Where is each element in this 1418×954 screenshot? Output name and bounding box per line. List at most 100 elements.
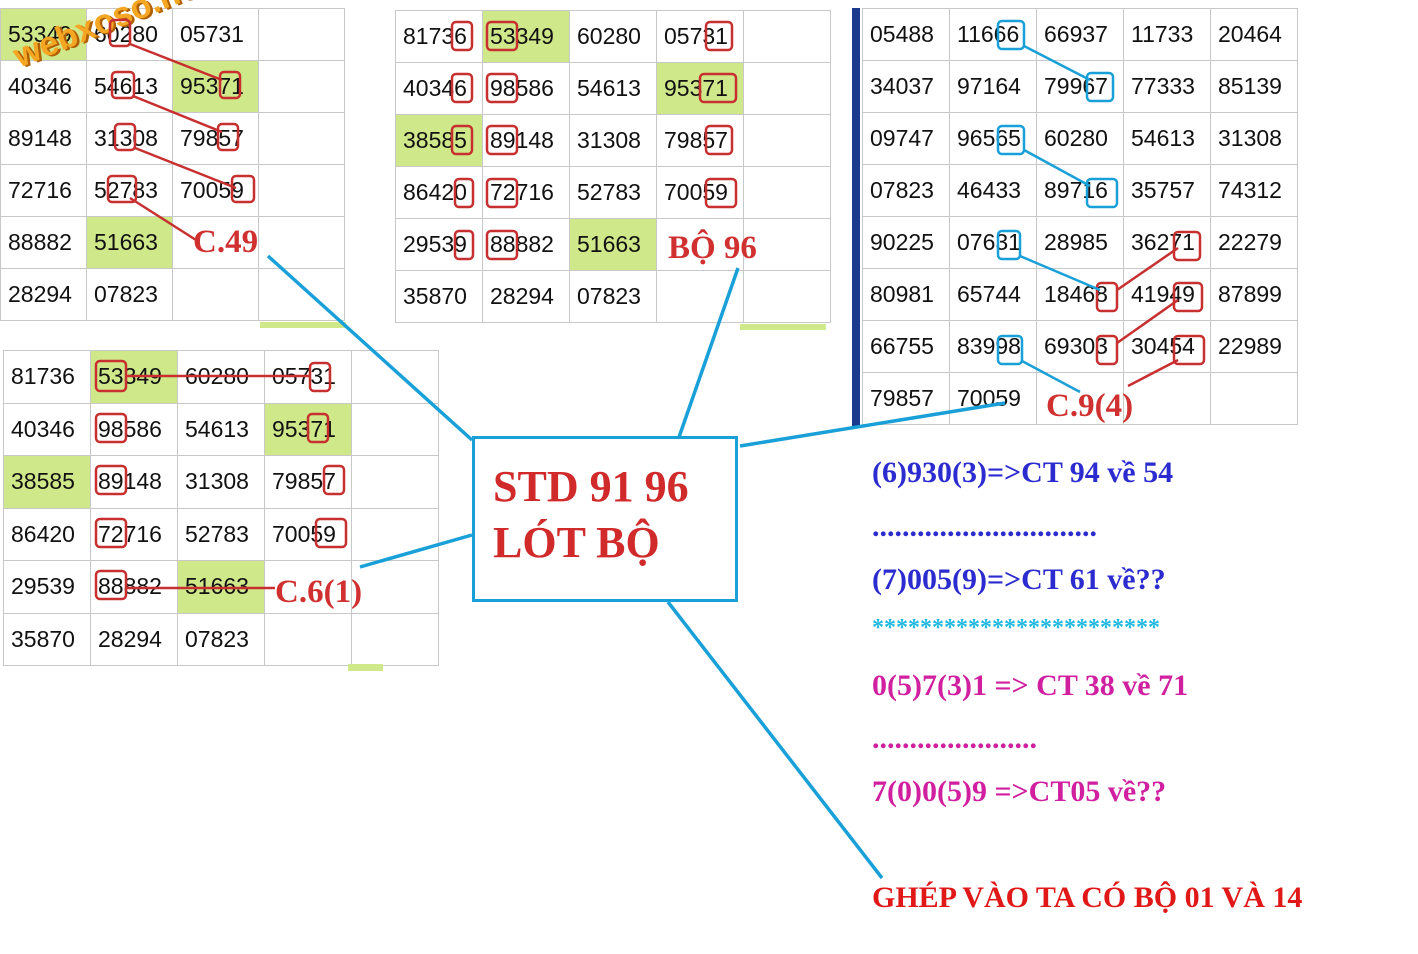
note-3: 0(5)7(3)1 => CT 38 về 71: [872, 669, 1189, 702]
mark-box: [106, 174, 138, 204]
table-cell: 28294: [90, 612, 178, 666]
center-callout-box: STD 91 96 LÓT BỘ: [472, 436, 738, 602]
table-row: 38585 89148 31308 79857: [3, 455, 439, 509]
table-cell: 72716: [0, 164, 87, 217]
center-line-2: LÓT BỘ: [493, 518, 660, 567]
table-cell: 34037: [862, 60, 950, 113]
green-bar-bottom-left: [348, 664, 383, 671]
table-cell: [743, 270, 831, 323]
table-cell: 54613: [1123, 112, 1211, 165]
table-row: 09747 96565 60280 54613 31308: [862, 112, 1298, 165]
table-cell: [351, 402, 439, 456]
table-cell: 07823: [177, 612, 265, 666]
table-cell: 89148: [90, 455, 178, 509]
grid-top-middle: 81736 53349 60280 05731 40346 98586 54613 95371…: [395, 10, 831, 323]
table-row: 86420 72716 52783 70059: [3, 507, 439, 561]
table-cell: 80981: [862, 268, 950, 321]
table-cell: [351, 455, 439, 509]
table-cell: 95371: [264, 402, 352, 456]
table-cell: 87899: [1210, 268, 1298, 321]
table-cell: 79857: [172, 112, 259, 165]
table-cell: 72716: [482, 166, 570, 219]
table-cell: 38585: [395, 114, 483, 167]
table-cell: [351, 612, 439, 666]
table-cell: 54613: [177, 402, 265, 456]
table-cell: 53349: [482, 10, 570, 63]
table-row: 05488 11666 66937 11733 20464: [862, 8, 1298, 61]
table-cell: 90225: [862, 216, 950, 269]
note-2: (7)005(9)=>CT 61 về??: [872, 563, 1166, 596]
table-cell: 05488: [862, 8, 950, 61]
table-cell: 22989: [1210, 320, 1298, 373]
green-bar-top-middle: [740, 324, 826, 330]
table-cell: 81736: [3, 350, 91, 404]
table-cell: 52783: [177, 507, 265, 561]
table-cell: [351, 507, 439, 561]
table-cell: 60280: [569, 10, 657, 63]
table-row: 86420 72716 52783 70059: [395, 166, 831, 219]
green-bar-top-left: [260, 322, 346, 328]
table-cell: 70059: [656, 166, 744, 219]
label-c49: C.49: [193, 224, 259, 260]
mark-box: [230, 174, 256, 204]
table-cell: 40346: [395, 62, 483, 115]
table-row: 79857 70059: [862, 372, 1298, 425]
table-cell: 46433: [949, 164, 1037, 217]
table-cell: 95371: [172, 60, 259, 113]
table-cell: 28294: [482, 270, 570, 323]
table-cell: 86420: [3, 507, 91, 561]
table-cell: 31308: [1210, 112, 1298, 165]
mark-box: [216, 122, 240, 152]
table-cell: 05731: [656, 10, 744, 63]
table-cell: [172, 216, 259, 269]
table-cell: 66755: [862, 320, 950, 373]
table-row: 35870 28294 07823: [3, 612, 439, 666]
table-cell: 29539: [3, 560, 91, 614]
table-cell: [258, 60, 345, 113]
table-cell: 51663: [569, 218, 657, 271]
table-cell: [264, 612, 352, 666]
table-cell: 07823: [862, 164, 950, 217]
table-cell: 66937: [1036, 8, 1124, 61]
table-cell: 05731: [172, 8, 259, 61]
table-row: 88882 51663: [0, 216, 345, 269]
label-c94: C.9(4): [1046, 388, 1134, 424]
grid-right: 05488 11666 66937 11733 20464 34037 97164 79967…: [862, 8, 1298, 425]
table-cell: 54613: [86, 60, 173, 113]
table-cell: 70059: [949, 372, 1037, 425]
table-row: 28294 07823: [0, 268, 345, 321]
final-conclusion: GHÉP VÀO TA CÓ BỘ 01 VÀ 14: [872, 881, 1303, 914]
mark-box: [218, 70, 242, 100]
note-separator-1: ..............................: [872, 510, 1097, 543]
table-row: 40346 54613 95371: [0, 60, 345, 113]
table-row: 34037 97164 79967 77333 85139: [862, 60, 1298, 113]
table-cell: 35870: [395, 270, 483, 323]
table-cell: 38585: [3, 455, 91, 509]
table-cell: [743, 62, 831, 115]
table-cell: 20464: [1210, 8, 1298, 61]
mark-box: [108, 18, 132, 48]
table-cell: [1210, 372, 1298, 425]
table-row: 90225 07631 28985 36271 22279: [862, 216, 1298, 269]
note-4: 7(0)0(5)9 =>CT05 về??: [872, 775, 1167, 808]
right-grid-blue-bar: [852, 8, 860, 426]
table-cell: [743, 114, 831, 167]
table-cell: 88882: [90, 560, 178, 614]
table-cell: [172, 268, 259, 321]
table-row: 35870 28294 07823: [395, 270, 831, 323]
table-cell: 77333: [1123, 60, 1211, 113]
table-cell: 74312: [1210, 164, 1298, 217]
table-cell: 65744: [949, 268, 1037, 321]
table-cell: 89148: [0, 112, 87, 165]
table-cell: 70059: [264, 507, 352, 561]
center-line-1: STD 91 96: [493, 462, 689, 511]
note-separator-2: ************************: [872, 615, 1160, 641]
table-cell: [743, 166, 831, 219]
table-cell: [264, 560, 352, 614]
table-cell: 35870: [3, 612, 91, 666]
table-cell: 60280: [1036, 112, 1124, 165]
table-cell: [258, 8, 345, 61]
label-c61: C.6(1): [275, 574, 363, 610]
mark-box: [113, 122, 137, 152]
